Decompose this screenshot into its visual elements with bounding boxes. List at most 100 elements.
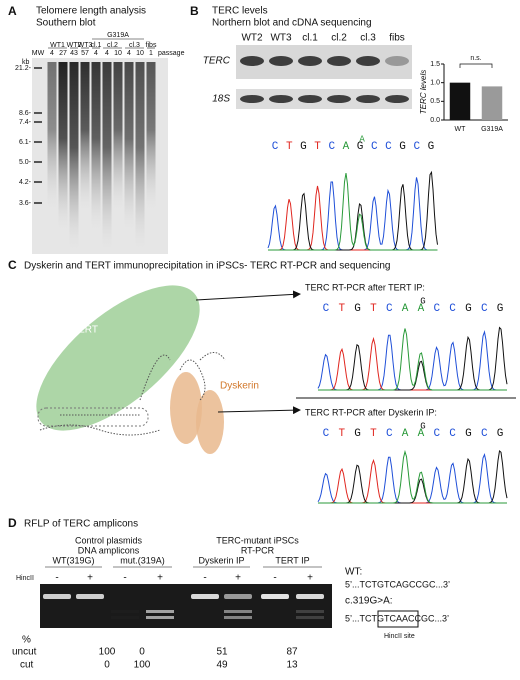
band bbox=[76, 594, 104, 599]
base: C bbox=[323, 303, 330, 315]
smear bbox=[146, 62, 156, 212]
smear bbox=[102, 62, 112, 252]
marker-band bbox=[34, 141, 42, 143]
band bbox=[327, 95, 351, 103]
dyskerin-label: Dyskerin bbox=[220, 381, 259, 392]
row-label: TERC bbox=[203, 56, 231, 67]
group-label: fibs bbox=[146, 42, 157, 49]
annotation: n.s. bbox=[470, 55, 481, 62]
percent-value: 0 bbox=[139, 647, 145, 658]
base: C bbox=[449, 428, 456, 440]
band bbox=[111, 610, 139, 613]
smear bbox=[47, 62, 57, 212]
variant-base: G bbox=[420, 296, 425, 306]
marker-band bbox=[34, 181, 42, 183]
base: C bbox=[386, 428, 393, 440]
marker-label: 5.0- bbox=[19, 159, 32, 166]
passage: 4 bbox=[50, 50, 54, 57]
base: G bbox=[497, 303, 504, 315]
marker-label: 6.1- bbox=[19, 139, 32, 146]
percent-value: 0 bbox=[104, 660, 110, 671]
tert-label: TERT bbox=[72, 325, 98, 336]
panel-label: B bbox=[190, 4, 199, 18]
variant-base: A bbox=[359, 134, 365, 144]
percent-value: 100 bbox=[99, 647, 116, 658]
passage: 10 bbox=[114, 50, 122, 57]
band bbox=[224, 594, 252, 599]
band bbox=[191, 594, 219, 599]
base: G bbox=[497, 428, 504, 440]
lane-sign: - bbox=[273, 573, 276, 584]
base: A bbox=[402, 428, 409, 440]
marker-label: 8.6- bbox=[19, 110, 32, 117]
base: G bbox=[357, 141, 364, 153]
base: T bbox=[338, 303, 345, 315]
site-label: HincII site bbox=[384, 633, 415, 640]
rna-structure bbox=[37, 407, 149, 427]
trace-caption: TERC RT-PCR after Dyskerin IP: bbox=[305, 407, 437, 417]
trace bbox=[268, 185, 438, 251]
base: G bbox=[300, 141, 307, 153]
lane-sign: + bbox=[307, 573, 313, 584]
percent-value: 13 bbox=[286, 660, 298, 671]
band bbox=[327, 56, 351, 66]
seq-label: c.319G>A: bbox=[345, 596, 393, 607]
dyskerin-shape bbox=[170, 372, 202, 444]
band bbox=[111, 616, 139, 619]
marker-label: 21.2- bbox=[15, 65, 32, 72]
passage: 27 bbox=[59, 50, 67, 57]
marker-label: 4.2- bbox=[19, 179, 32, 186]
band bbox=[269, 56, 293, 66]
base: C bbox=[323, 428, 330, 440]
rna-structure bbox=[39, 352, 226, 436]
lane-sign: - bbox=[123, 573, 126, 584]
seq-label: WT: bbox=[345, 567, 362, 578]
group-label: cl.1 bbox=[91, 42, 102, 49]
base: T bbox=[314, 141, 321, 153]
panel-label: A bbox=[8, 4, 17, 18]
trace bbox=[318, 458, 507, 504]
base: C bbox=[433, 303, 440, 315]
base: C bbox=[413, 141, 420, 153]
sequence: 5’...TCTGTCAACCGC...3’ bbox=[345, 613, 449, 623]
passage: 4 bbox=[94, 50, 98, 57]
base: C bbox=[386, 303, 393, 315]
group-label: cl.3 bbox=[129, 42, 140, 49]
blot bbox=[236, 45, 412, 79]
base: A bbox=[343, 141, 350, 153]
percent-value: 100 bbox=[134, 660, 151, 671]
group-label: WT2 bbox=[67, 42, 82, 49]
trace bbox=[317, 329, 507, 391]
group-title: TERC-mutant iPSCs bbox=[216, 535, 299, 545]
trace bbox=[318, 450, 508, 504]
panel-title: RFLP of TERC amplicons bbox=[24, 519, 138, 530]
panel-title: Dyskerin and TERT immunoprecipitation in… bbox=[24, 261, 390, 272]
smear bbox=[113, 62, 123, 212]
marker-band bbox=[34, 202, 42, 204]
panel-title: Telomere length analysis bbox=[36, 6, 146, 17]
dyskerin-shape bbox=[196, 390, 224, 454]
group-title: RT-PCR bbox=[241, 545, 275, 555]
base: C bbox=[272, 141, 279, 153]
trace bbox=[268, 173, 438, 251]
band bbox=[298, 95, 322, 103]
row-label: uncut bbox=[12, 647, 37, 658]
group-label: cl.2 bbox=[107, 42, 118, 49]
marker-label: 3.6- bbox=[19, 200, 32, 207]
smear bbox=[80, 62, 90, 212]
band bbox=[224, 610, 252, 613]
percent-value: 51 bbox=[216, 647, 228, 658]
mw-label: MW bbox=[32, 50, 45, 57]
passage-label: passage bbox=[158, 50, 185, 57]
base: T bbox=[338, 428, 345, 440]
marker-label: 7.4- bbox=[19, 119, 32, 126]
band bbox=[385, 95, 409, 103]
lane-sign: + bbox=[157, 573, 163, 584]
bracket bbox=[459, 63, 493, 68]
trace bbox=[318, 326, 508, 391]
tert-shape bbox=[36, 285, 200, 431]
kb-label: kb bbox=[22, 59, 30, 66]
group-label: G319A bbox=[107, 32, 129, 39]
base: G bbox=[399, 141, 406, 153]
